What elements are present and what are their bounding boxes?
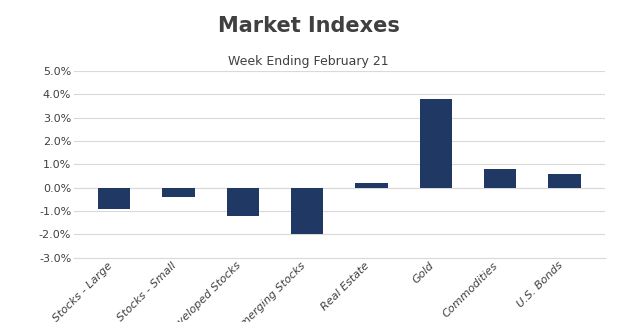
Bar: [291, 187, 323, 234]
Bar: [484, 169, 516, 187]
Bar: [420, 99, 452, 187]
Bar: [355, 183, 387, 187]
Bar: [98, 187, 130, 209]
Bar: [227, 187, 259, 216]
Bar: [162, 187, 194, 197]
Bar: [549, 174, 581, 187]
Text: Week Ending February 21: Week Ending February 21: [228, 55, 389, 68]
Text: Market Indexes: Market Indexes: [218, 16, 399, 36]
